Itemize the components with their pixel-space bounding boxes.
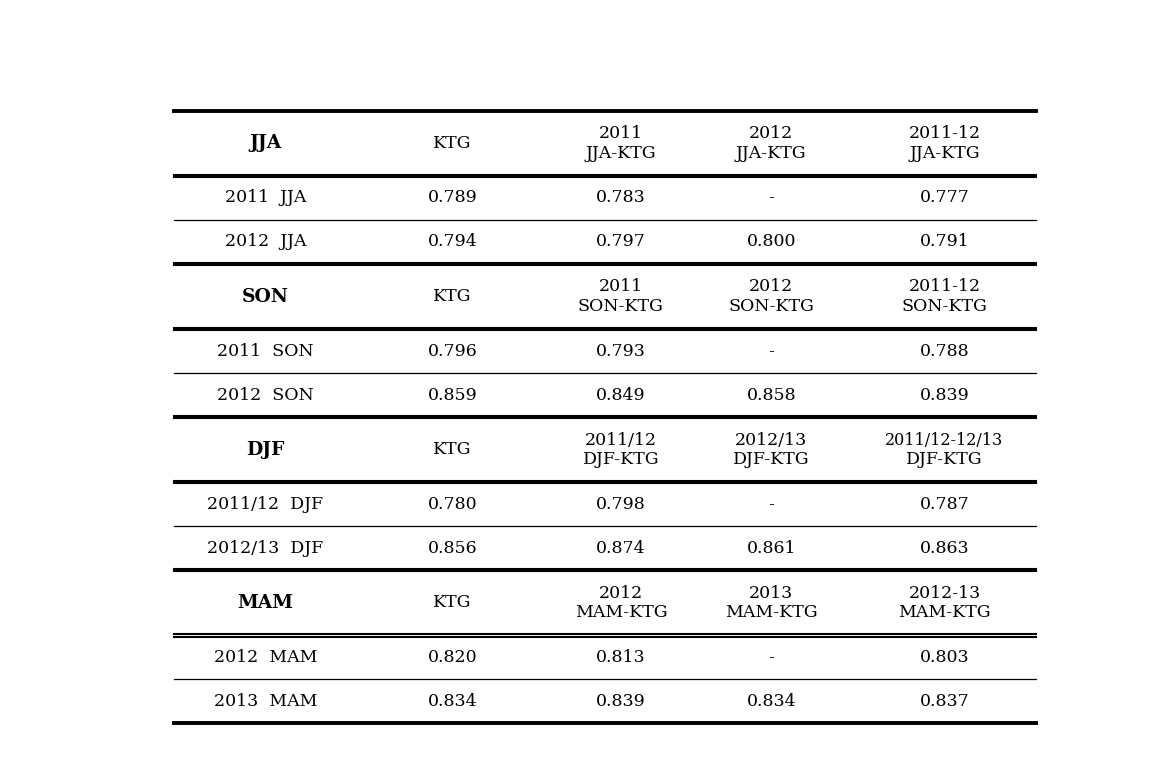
Text: 0.793: 0.793 (596, 343, 646, 359)
Text: KTG: KTG (433, 594, 472, 612)
Text: 0.858: 0.858 (747, 387, 796, 403)
Text: 2012  SON: 2012 SON (218, 387, 314, 403)
Text: 2012  JJA: 2012 JJA (225, 233, 306, 251)
Text: 2011  SON: 2011 SON (218, 343, 314, 359)
Text: SON-KTG: SON-KTG (902, 298, 988, 315)
Text: 2011-12: 2011-12 (908, 279, 981, 295)
Text: 2011-12: 2011-12 (908, 125, 981, 143)
Text: 0.859: 0.859 (427, 387, 477, 403)
Text: 0.787: 0.787 (920, 496, 969, 513)
Text: 0.789: 0.789 (427, 189, 477, 207)
Text: 0.839: 0.839 (596, 693, 646, 710)
Text: 0.837: 0.837 (920, 693, 969, 710)
Text: 2011  JJA: 2011 JJA (225, 189, 306, 207)
Text: 0.856: 0.856 (428, 539, 477, 557)
Text: 2012-13: 2012-13 (908, 585, 981, 601)
Text: 0.798: 0.798 (596, 496, 646, 513)
Text: 2012: 2012 (749, 279, 794, 295)
Text: -: - (768, 649, 774, 666)
Text: KTG: KTG (433, 441, 472, 458)
Text: -: - (768, 189, 774, 207)
Text: JJA: JJA (249, 135, 281, 153)
Text: 0.820: 0.820 (428, 649, 477, 666)
Text: 0.861: 0.861 (747, 539, 796, 557)
Text: 0.780: 0.780 (428, 496, 477, 513)
Text: 2011/12-12/13: 2011/12-12/13 (886, 431, 1003, 449)
Text: 2012/13: 2012/13 (735, 431, 808, 449)
Text: SON-KTG: SON-KTG (728, 298, 814, 315)
Text: 2012: 2012 (599, 585, 643, 601)
Text: MAM-KTG: MAM-KTG (575, 604, 667, 621)
Text: 0.849: 0.849 (596, 387, 646, 403)
Text: 0.863: 0.863 (920, 539, 969, 557)
Text: 2012/13  DJF: 2012/13 DJF (207, 539, 323, 557)
Text: 0.794: 0.794 (427, 233, 477, 251)
Text: 0.791: 0.791 (920, 233, 969, 251)
Text: MAM-KTG: MAM-KTG (898, 604, 991, 621)
Text: 2011/12  DJF: 2011/12 DJF (207, 496, 323, 513)
Text: JJA-KTG: JJA-KTG (736, 145, 807, 161)
Text: -: - (768, 343, 774, 359)
Text: 2012  MAM: 2012 MAM (214, 649, 318, 666)
Text: MAM-KTG: MAM-KTG (724, 604, 817, 621)
Text: 0.834: 0.834 (428, 693, 477, 710)
Text: 2011: 2011 (599, 279, 643, 295)
Text: 0.834: 0.834 (747, 693, 796, 710)
Text: 2013: 2013 (749, 585, 794, 601)
Text: 0.839: 0.839 (920, 387, 969, 403)
Text: 0.813: 0.813 (596, 649, 646, 666)
Text: KTG: KTG (433, 135, 472, 152)
Text: 0.797: 0.797 (596, 233, 646, 251)
Text: 0.788: 0.788 (920, 343, 969, 359)
Text: 0.777: 0.777 (920, 189, 969, 207)
Text: MAM: MAM (238, 594, 294, 612)
Text: KTG: KTG (433, 288, 472, 305)
Text: DJF-KTG: DJF-KTG (582, 451, 660, 467)
Text: DJF-KTG: DJF-KTG (907, 451, 983, 467)
Text: 0.796: 0.796 (427, 343, 477, 359)
Text: JJA-KTG: JJA-KTG (909, 145, 980, 161)
Text: 0.874: 0.874 (596, 539, 646, 557)
Text: 2013  MAM: 2013 MAM (214, 693, 318, 710)
Text: 0.803: 0.803 (920, 649, 969, 666)
Text: 0.783: 0.783 (596, 189, 646, 207)
Text: DJF-KTG: DJF-KTG (733, 451, 809, 467)
Text: 2011: 2011 (599, 125, 643, 143)
Text: -: - (768, 496, 774, 513)
Text: 2012: 2012 (749, 125, 794, 143)
Text: 2011/12: 2011/12 (584, 431, 657, 449)
Text: JJA-KTG: JJA-KTG (586, 145, 656, 161)
Text: SON-KTG: SON-KTG (577, 298, 664, 315)
Text: SON: SON (242, 287, 289, 305)
Text: DJF: DJF (246, 441, 285, 459)
Text: 0.800: 0.800 (747, 233, 796, 251)
